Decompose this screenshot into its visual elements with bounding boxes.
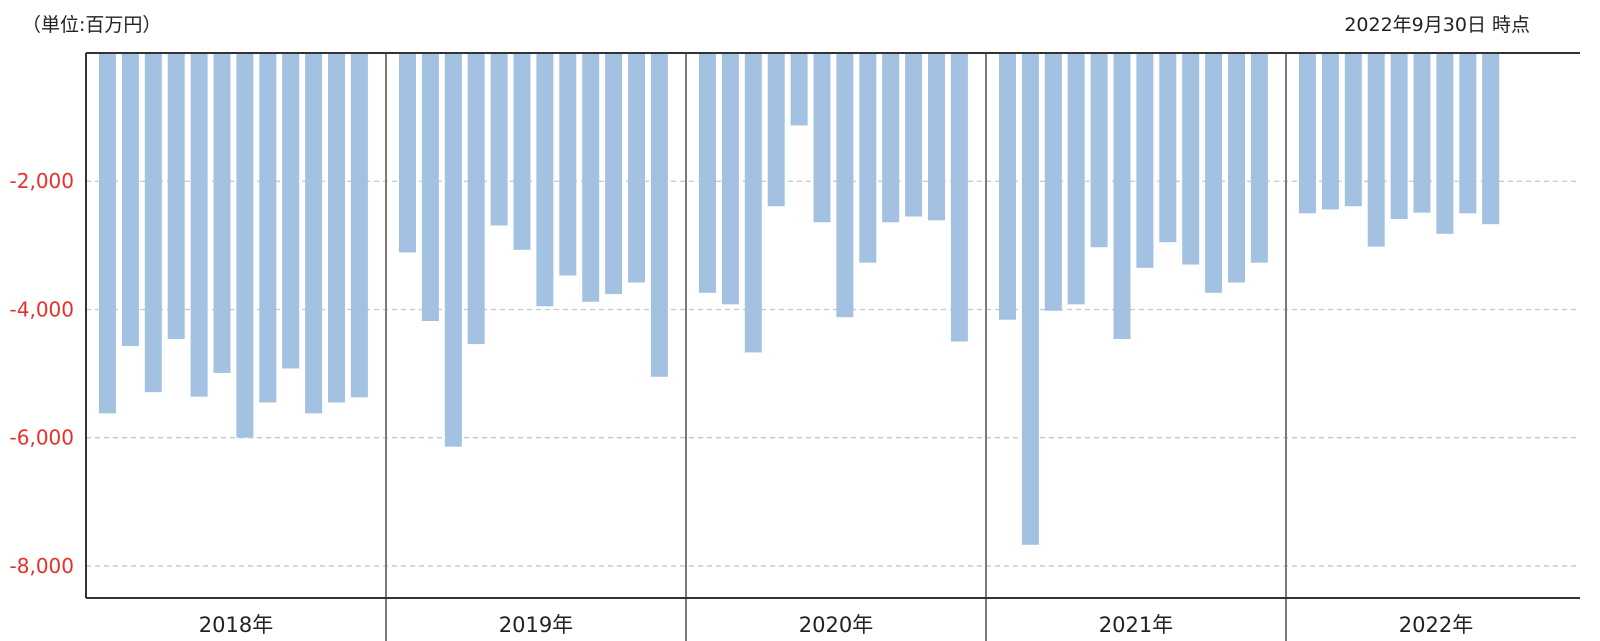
bar xyxy=(605,53,623,295)
bar xyxy=(650,53,668,377)
y-tick-labels: -2,000 -4,000 -6,000 -8,000 xyxy=(10,169,74,578)
bar xyxy=(836,53,854,318)
bar xyxy=(1344,53,1362,207)
x-tick-label: 2018年 xyxy=(199,613,273,637)
bar xyxy=(1250,53,1268,263)
bar xyxy=(513,53,531,250)
bars xyxy=(99,53,1500,545)
x-tick-label: 2020年 xyxy=(799,613,873,637)
bar xyxy=(1067,53,1085,305)
bar xyxy=(328,53,345,403)
bar xyxy=(699,53,716,293)
y-tick-label: -6,000 xyxy=(10,426,74,450)
bar xyxy=(1390,53,1408,220)
bar xyxy=(1021,53,1039,545)
bar xyxy=(1182,53,1200,265)
bar xyxy=(121,53,139,347)
bar xyxy=(582,53,600,302)
bar xyxy=(305,53,323,414)
bar xyxy=(350,53,368,398)
bar xyxy=(813,53,831,223)
bar xyxy=(950,53,968,342)
bar xyxy=(559,53,577,276)
bar xyxy=(1321,53,1339,210)
bar xyxy=(1299,53,1316,214)
bar xyxy=(190,53,208,397)
y-tick-label: -4,000 xyxy=(10,297,74,321)
bar xyxy=(213,53,231,373)
year-separators xyxy=(385,53,1287,641)
bar xyxy=(444,53,462,447)
bar xyxy=(1044,53,1062,311)
bar xyxy=(882,53,900,223)
bar xyxy=(236,53,254,438)
bar xyxy=(1159,53,1177,243)
bar xyxy=(1436,53,1454,234)
bar xyxy=(144,53,162,393)
bar xyxy=(399,53,416,253)
axes xyxy=(85,52,1580,599)
bar xyxy=(467,53,485,345)
bar xyxy=(167,53,185,339)
bar xyxy=(259,53,277,403)
bar xyxy=(1113,53,1131,339)
bar xyxy=(628,53,645,283)
unit-label: （単位:百万円） xyxy=(22,14,162,36)
x-tick-label: 2022年 xyxy=(1399,613,1473,637)
bar xyxy=(1228,53,1245,283)
bar xyxy=(790,53,808,126)
bar xyxy=(1367,53,1385,247)
bar xyxy=(744,53,762,353)
y-tick-label: -2,000 xyxy=(10,169,74,193)
bar xyxy=(282,53,300,369)
bar xyxy=(999,53,1016,320)
bar xyxy=(1205,53,1223,293)
y-tick-label: -8,000 xyxy=(10,554,74,578)
x-tick-label: 2021年 xyxy=(1099,613,1173,637)
bar xyxy=(1413,53,1431,213)
bar xyxy=(536,53,554,307)
bar xyxy=(1459,53,1477,214)
bar xyxy=(905,53,923,217)
bar xyxy=(421,53,439,322)
x-tick-labels: 2018年 2019年 2020年 2021年 2022年 xyxy=(199,613,1473,637)
bar xyxy=(99,53,116,414)
bar xyxy=(721,53,739,305)
bar xyxy=(767,53,785,207)
bar xyxy=(1136,53,1154,268)
as-of-date-label: 2022年9月30日 時点 xyxy=(1344,14,1530,36)
bar xyxy=(859,53,877,263)
bar xyxy=(490,53,508,226)
bar xyxy=(1482,53,1500,225)
bar xyxy=(928,53,945,221)
x-tick-label: 2019年 xyxy=(499,613,573,637)
bar xyxy=(1090,53,1108,248)
